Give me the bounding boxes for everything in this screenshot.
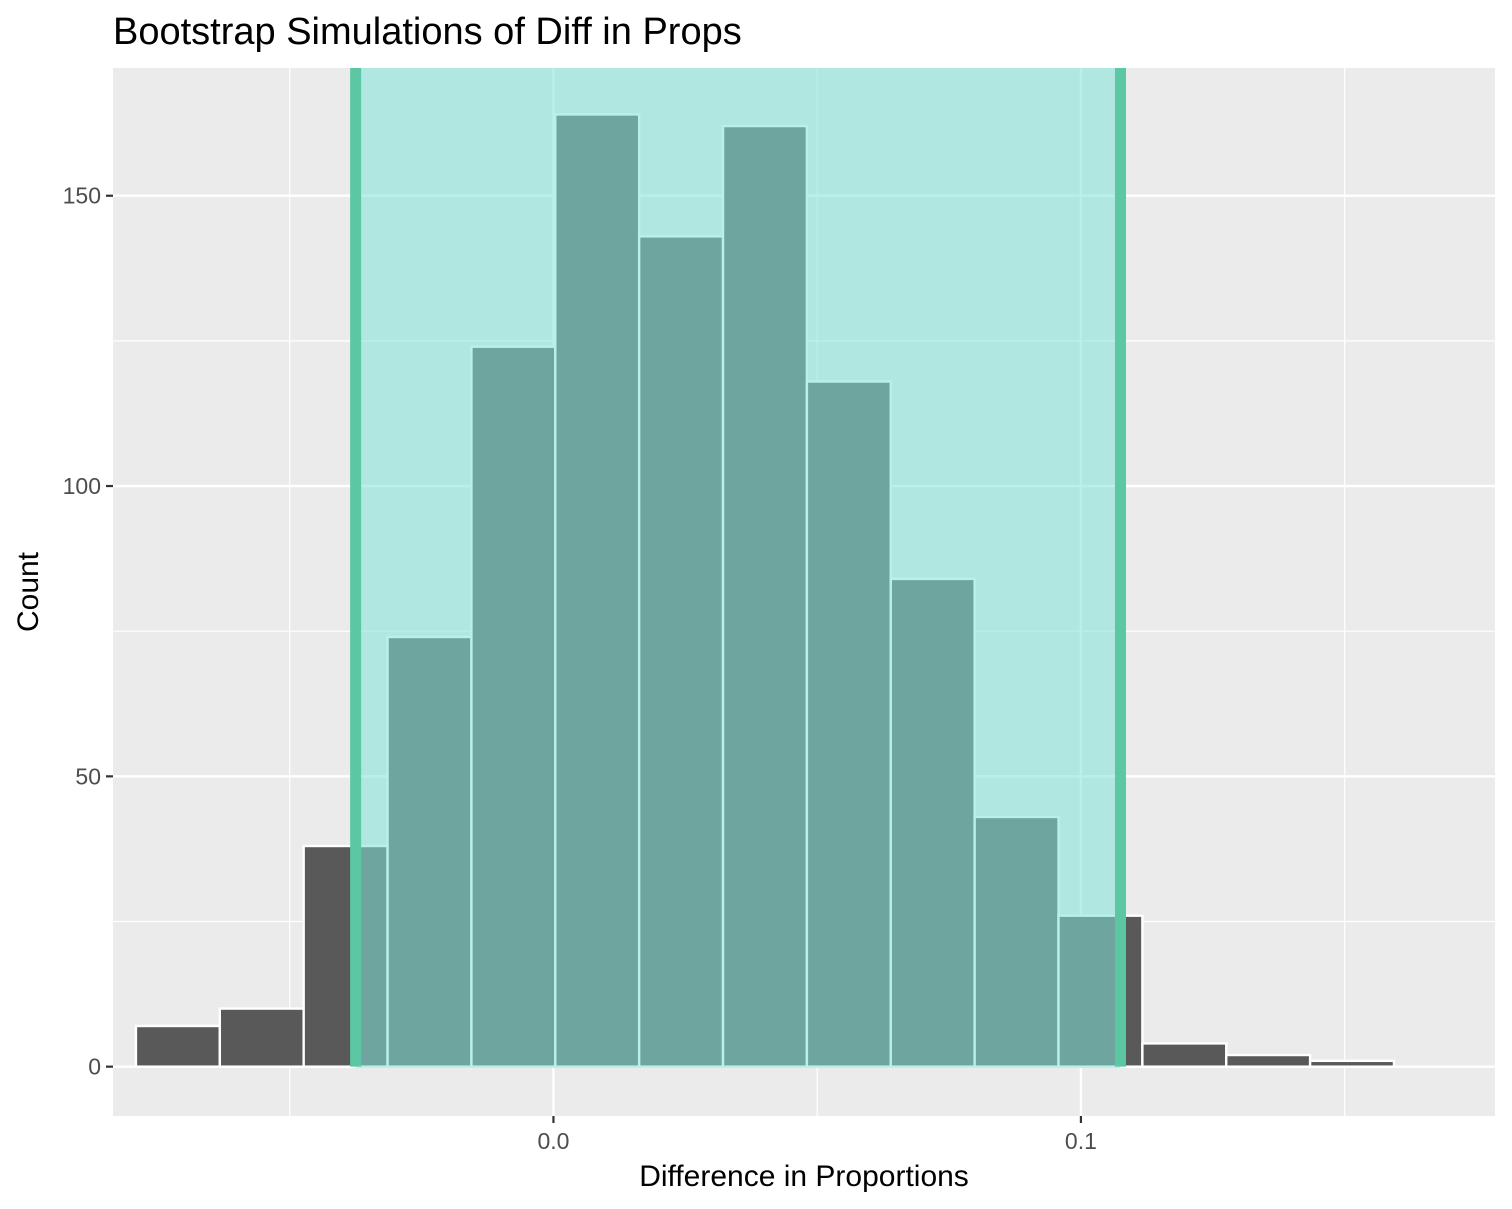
x-tick-label: 0.0 bbox=[537, 1128, 569, 1154]
y-tick-label: 50 bbox=[75, 763, 101, 789]
histogram-bar bbox=[218, 1007, 305, 1068]
x-axis: 0.0 0.1 bbox=[537, 1116, 1097, 1154]
histogram-bar bbox=[134, 1024, 222, 1068]
histogram-bar bbox=[1308, 1059, 1396, 1068]
y-tick-label: 0 bbox=[88, 1054, 101, 1080]
x-axis-title: Difference in Proportions bbox=[639, 1160, 969, 1193]
confidence-interval bbox=[350, 68, 1126, 1068]
chart-title: Bootstrap Simulations of Diff in Props bbox=[113, 11, 742, 53]
y-tick-label: 100 bbox=[63, 473, 101, 499]
histogram-bar bbox=[1141, 1042, 1228, 1068]
y-axis-title: Count bbox=[12, 551, 45, 632]
ci-shaded-region bbox=[355, 68, 1121, 1068]
histogram-bar bbox=[1225, 1053, 1312, 1068]
x-tick-label: 0.1 bbox=[1065, 1128, 1097, 1154]
y-tick-label: 150 bbox=[63, 183, 101, 209]
y-axis: 0 50 100 150 bbox=[63, 183, 113, 1080]
